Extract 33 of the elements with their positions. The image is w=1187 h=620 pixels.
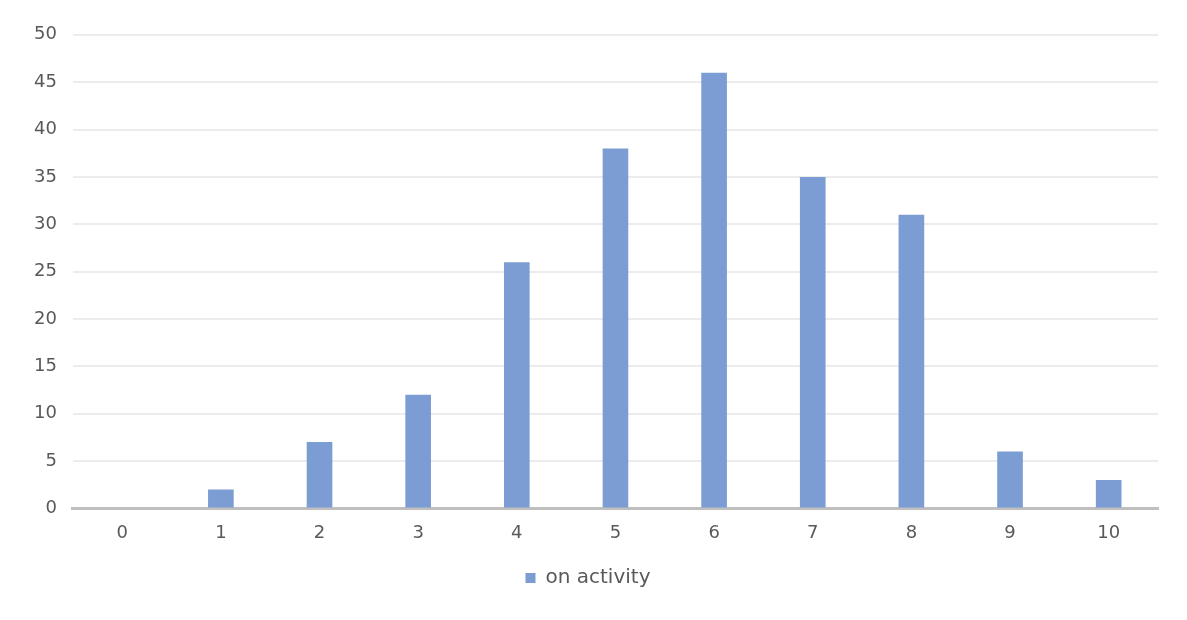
x-tick-label: 6 (708, 520, 720, 542)
x-tick-label: 1 (215, 520, 227, 542)
y-tick-label: 20 (34, 306, 57, 328)
y-tick-label: 35 (34, 164, 57, 186)
x-tick-label: 9 (1004, 520, 1016, 542)
y-tick-label: 0 (45, 496, 57, 518)
bar (208, 489, 234, 508)
y-tick-label: 10 (34, 401, 57, 423)
x-tick-label: 5 (609, 520, 622, 542)
x-tick-label: 3 (412, 520, 424, 542)
x-tick-label: 8 (905, 520, 918, 542)
bar (503, 262, 530, 508)
x-tick-label: 4 (511, 520, 523, 542)
x-tick-label: 10 (1097, 520, 1121, 542)
y-tick-label: 5 (45, 448, 57, 470)
x-tick-label: 2 (313, 520, 326, 542)
bar (306, 442, 333, 508)
x-tick-label: 7 (807, 520, 819, 542)
y-tick-label: 30 (34, 211, 57, 233)
bar (898, 214, 925, 508)
y-tick-label: 50 (34, 22, 57, 44)
bar (997, 451, 1023, 508)
y-tick-label: 15 (34, 353, 57, 375)
bar (701, 72, 727, 508)
y-tick-label: 45 (34, 69, 57, 91)
legend-label: on activity (545, 564, 651, 589)
bar (405, 394, 431, 508)
y-tick-label: 40 (34, 117, 57, 139)
y-tick-label: 25 (34, 259, 57, 281)
bar (799, 176, 826, 508)
bar (602, 148, 629, 508)
x-tick-label: 0 (116, 520, 128, 542)
bar (1095, 479, 1122, 508)
